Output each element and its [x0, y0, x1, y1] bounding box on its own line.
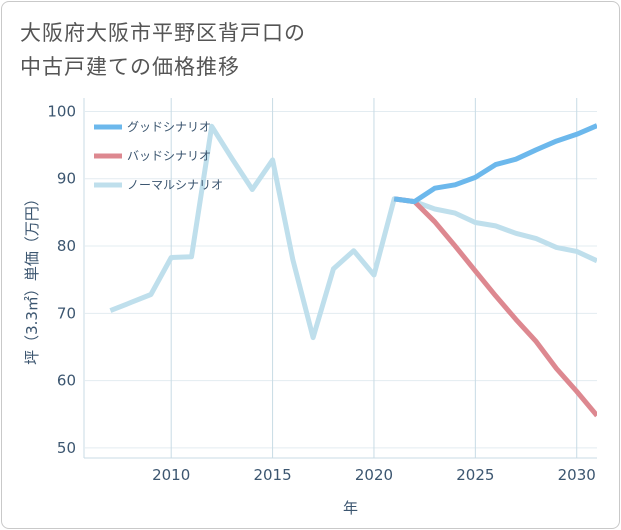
x-tick-label: 2030	[558, 466, 596, 484]
series-line-good	[393, 123, 597, 205]
series-lines	[109, 123, 597, 418]
y-tick-label: 80	[57, 237, 76, 255]
series-line-normal	[109, 123, 597, 341]
legend-label-good: グッドシナリオ	[127, 120, 211, 134]
x-axis-ticks: 2010 2015 2020 2025 2030	[152, 466, 596, 484]
legend-label-bad: バッドシナリオ	[127, 149, 211, 163]
y-tick-label: 50	[57, 439, 76, 457]
y-tick-label: 70	[57, 304, 76, 322]
x-tick-label: 2015	[253, 466, 291, 484]
x-tick-label: 2025	[456, 466, 494, 484]
chart-title-line-1: 大阪府大阪市平野区背戸口の	[20, 21, 306, 45]
chart-title: 大阪府大阪市平野区背戸口の 中古戸建ての価格推移	[20, 16, 580, 84]
y-tick-label: 100	[47, 102, 76, 120]
series-line-bad	[393, 196, 597, 418]
chart-title-line-2: 中古戸建ての価格推移	[20, 55, 240, 79]
y-axis-title: 坪（3.3㎡）単価（万円）	[23, 191, 41, 365]
x-tick-label: 2020	[355, 466, 393, 484]
x-tick-label: 2010	[152, 466, 190, 484]
y-tick-label: 90	[57, 170, 76, 188]
grid-lines	[83, 98, 597, 459]
legend-label-normal: ノーマルシナリオ	[127, 178, 223, 192]
y-axis-ticks: 50 60 70 80 90 100	[47, 102, 76, 456]
x-axis-title: 年	[343, 499, 358, 517]
y-tick-label: 60	[57, 372, 76, 390]
